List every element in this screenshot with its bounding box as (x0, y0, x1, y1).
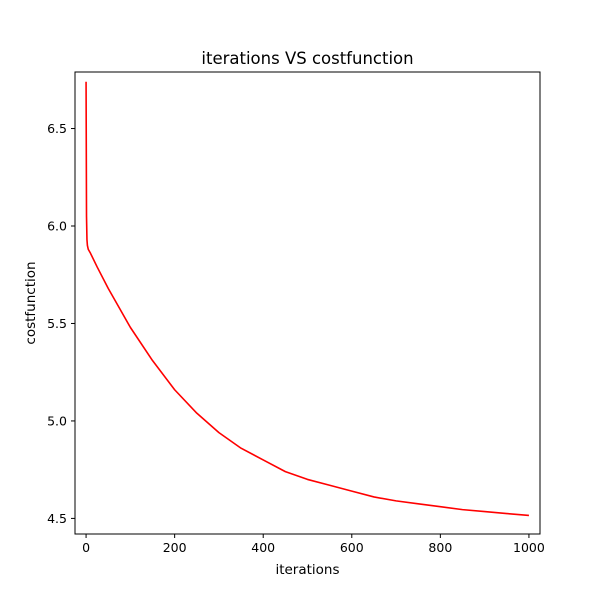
chart-title: iterations VS costfunction (201, 49, 413, 68)
y-tick-label: 5.0 (47, 413, 67, 428)
x-axis-label: iterations (275, 562, 339, 578)
x-tick-label: 600 (340, 540, 364, 555)
x-tick-label: 0 (82, 540, 90, 555)
y-tick-label: 6.5 (47, 121, 67, 136)
y-tick-label: 4.5 (47, 511, 67, 526)
x-axis-ticks: 0 200 400 600 800 1000 (82, 534, 545, 555)
y-tick-label: 5.5 (47, 316, 67, 331)
x-tick-label: 400 (251, 540, 275, 555)
series-layer (85, 81, 530, 517)
y-axis-ticks: 4.5 5.0 5.5 6.0 6.5 (47, 121, 75, 526)
y-axis-label: costfunction (23, 261, 39, 344)
x-tick-label: 200 (163, 540, 187, 555)
plot-area (75, 72, 540, 534)
cost-series-line (85, 81, 530, 517)
x-tick-label: 1000 (513, 540, 545, 555)
y-tick-label: 6.0 (47, 219, 67, 234)
x-tick-label: 800 (428, 540, 452, 555)
plot-frame (74, 71, 541, 535)
